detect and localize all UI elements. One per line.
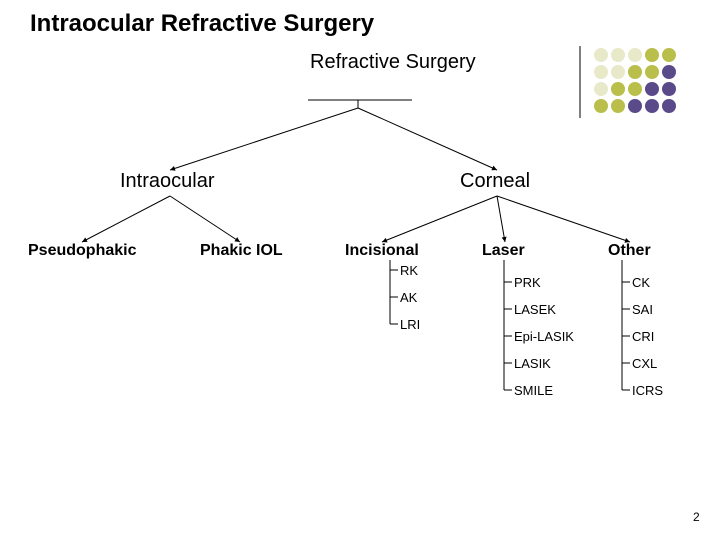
incisional-item: RK: [400, 263, 418, 278]
laser-item: PRK: [514, 275, 541, 290]
node-laser: Laser: [482, 242, 525, 260]
other-item: SAI: [632, 302, 653, 317]
other-item: CRI: [632, 329, 654, 344]
laser-item: SMILE: [514, 383, 553, 398]
other-item: CXL: [632, 356, 657, 371]
page-number: 2: [693, 510, 700, 524]
other-item: CK: [632, 275, 650, 290]
laser-item: LASIK: [514, 356, 551, 371]
other-item: ICRS: [632, 383, 663, 398]
node-root: Refractive Surgery: [310, 50, 410, 74]
laser-item: Epi-LASIK: [514, 329, 574, 344]
node-pseudophakic: Pseudophakic: [28, 242, 136, 260]
slide-title: Intraocular Refractive Surgery: [30, 10, 374, 38]
node-intraocular: Intraocular: [120, 170, 215, 193]
laser-item: LASEK: [514, 302, 556, 317]
node-other: Other: [608, 242, 651, 260]
incisional-item: AK: [400, 290, 417, 305]
node-phakic-iol: Phakic IOL: [200, 242, 283, 260]
node-corneal: Corneal: [460, 170, 530, 193]
incisional-item: LRI: [400, 317, 420, 332]
connector-lines: [0, 0, 720, 540]
node-incisional: Incisional: [345, 242, 419, 260]
